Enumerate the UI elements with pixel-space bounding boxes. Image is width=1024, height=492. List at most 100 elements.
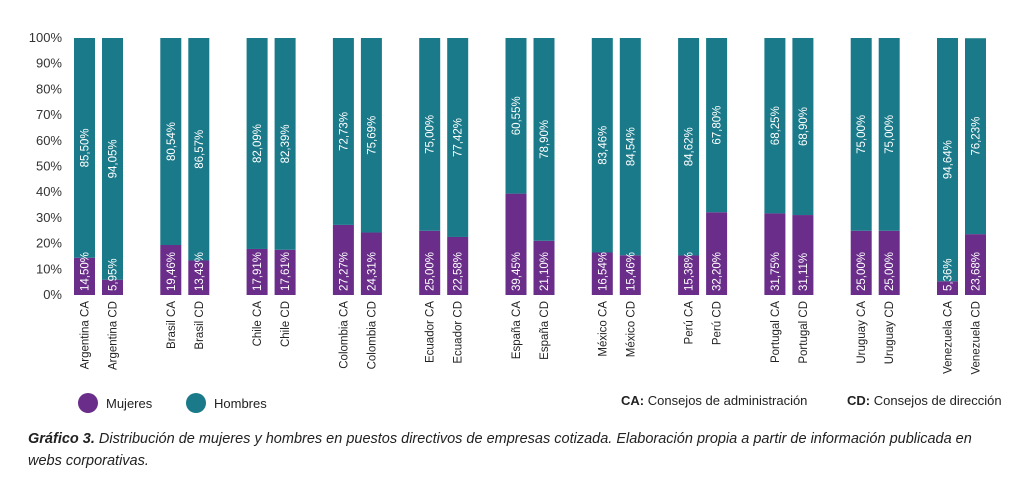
data-label-mujeres: 15,38%	[684, 252, 696, 291]
data-label-hombres: 67,80%	[712, 106, 724, 145]
data-label-mujeres: 25,00%	[425, 252, 437, 291]
data-label-hombres: 68,90%	[798, 107, 810, 146]
x-tick-label: Uruguay CD	[884, 301, 896, 364]
bar-mujeres	[274, 249, 296, 295]
bar-hombres	[792, 37, 814, 216]
x-tick-label: Colombia CA	[338, 301, 350, 369]
bar-mujeres	[792, 215, 814, 295]
data-label-mujeres: 31,75%	[770, 252, 782, 291]
data-label-mujeres: 13,43%	[194, 252, 206, 291]
bar-hombres	[360, 38, 382, 233]
bar-hombres	[246, 38, 268, 249]
data-label-hombres: 82,39%	[280, 124, 292, 163]
data-label-hombres: 84,54%	[625, 127, 637, 166]
bar-hombres	[937, 38, 958, 282]
data-label-mujeres: 25,00%	[856, 252, 868, 291]
y-tick-label: 100%	[29, 30, 63, 45]
bar-mujeres	[360, 232, 382, 295]
legend-label-mujeres: Mujeres	[106, 395, 153, 411]
data-label-hombres: 77,42%	[453, 118, 465, 157]
bar-hombres	[447, 38, 469, 237]
data-label-mujeres: 21,10%	[539, 252, 551, 291]
bar-hombres	[102, 38, 123, 280]
data-label-hombres: 75,00%	[884, 115, 896, 154]
y-tick-label: 50%	[36, 159, 62, 174]
data-label-mujeres: 23,68%	[971, 252, 983, 291]
bar-mujeres	[419, 230, 441, 295]
legend-item-mujeres: Mujeres	[78, 393, 152, 413]
bar-hombres	[878, 38, 900, 231]
x-tick-label: Chile CD	[280, 301, 292, 347]
data-label-mujeres: 22,58%	[453, 252, 465, 291]
bar-mujeres	[764, 213, 786, 295]
bar-hombres	[619, 38, 641, 256]
x-tick-label: Ecuador CD	[453, 301, 465, 364]
legend-item-hombres: Hombres	[186, 393, 267, 413]
data-label-hombres: 80,54%	[166, 122, 178, 161]
bar-mujeres	[102, 279, 123, 295]
note-ca-text: Consejos de administración	[644, 393, 808, 408]
data-label-mujeres: 25,00%	[884, 252, 896, 291]
data-label-hombres: 85,50%	[80, 128, 92, 167]
x-tick-label: Brasil CA	[166, 301, 178, 349]
data-label-mujeres: 5,36%	[943, 258, 955, 291]
data-label-hombres: 94,64%	[943, 140, 955, 179]
y-tick-label: 60%	[36, 133, 62, 148]
bar-mujeres	[965, 234, 986, 295]
hombres-swatch	[186, 393, 206, 413]
note-cd: CD: Consejos de dirección	[847, 393, 1002, 408]
data-label-mujeres: 24,31%	[366, 252, 378, 291]
bar-mujeres	[678, 255, 700, 295]
legend-label-hombres: Hombres	[214, 395, 267, 411]
bar-hombres	[965, 38, 986, 235]
bar-hombres	[678, 38, 700, 256]
note-ca: CA: Consejos de administración	[621, 393, 807, 408]
data-label-hombres: 68,25%	[770, 106, 782, 145]
data-label-mujeres: 31,11%	[798, 253, 810, 291]
caption-text: Distribución de mujeres y hombres en pue…	[28, 431, 972, 469]
data-label-mujeres: 16,54%	[597, 252, 609, 291]
data-label-hombres: 60,55%	[511, 96, 523, 135]
bar-mujeres	[246, 248, 268, 295]
y-tick-label: 80%	[36, 81, 62, 96]
x-tick-label: Venezuela CA	[943, 301, 955, 374]
data-label-hombres: 75,69%	[366, 116, 378, 155]
bar-mujeres	[505, 193, 527, 295]
x-tick-label: México CD	[625, 301, 637, 357]
data-label-hombres: 83,46%	[597, 126, 609, 165]
bar-mujeres	[533, 240, 555, 295]
note-ca-key: CA:	[621, 393, 645, 408]
bar-hombres	[850, 38, 872, 231]
data-label-hombres: 78,90%	[539, 120, 551, 159]
data-label-hombres: 76,23%	[971, 117, 983, 156]
x-tick-label: Ecuador CA	[425, 301, 437, 363]
bar-mujeres	[878, 230, 900, 295]
caption-label: Gráfico 3.	[28, 431, 95, 447]
y-tick-label: 20%	[36, 236, 62, 251]
x-tick-label: Perú CD	[712, 301, 724, 345]
x-tick-label: Colombia CD	[366, 301, 378, 369]
data-label-hombres: 86,57%	[194, 130, 206, 169]
data-label-mujeres: 27,27%	[338, 252, 350, 291]
note-cd-key: CD:	[847, 393, 871, 408]
bar-hombres	[74, 38, 95, 258]
bar-hombres	[332, 38, 354, 225]
bar-hombres	[533, 38, 555, 241]
data-label-hombres: 82,09%	[252, 124, 264, 163]
x-tick-label: Uruguay CA	[856, 301, 868, 364]
bar-mujeres	[74, 257, 95, 295]
x-tick-label: Portugal CA	[770, 301, 782, 363]
y-tick-label: 10%	[36, 261, 62, 276]
bar-mujeres	[850, 230, 872, 295]
bar-hombres	[188, 38, 210, 261]
x-tick-label: Argentina CD	[108, 301, 120, 370]
data-label-mujeres: 14,50%	[80, 252, 92, 291]
data-label-mujeres: 19,46%	[166, 252, 178, 291]
y-tick-label: 90%	[36, 56, 62, 71]
mujeres-swatch	[78, 393, 98, 413]
bar-hombres	[764, 38, 786, 214]
data-label-mujeres: 17,91%	[252, 252, 264, 291]
data-label-hombres: 75,00%	[856, 115, 868, 154]
bar-mujeres	[332, 224, 354, 295]
y-tick-label: 70%	[36, 107, 62, 122]
